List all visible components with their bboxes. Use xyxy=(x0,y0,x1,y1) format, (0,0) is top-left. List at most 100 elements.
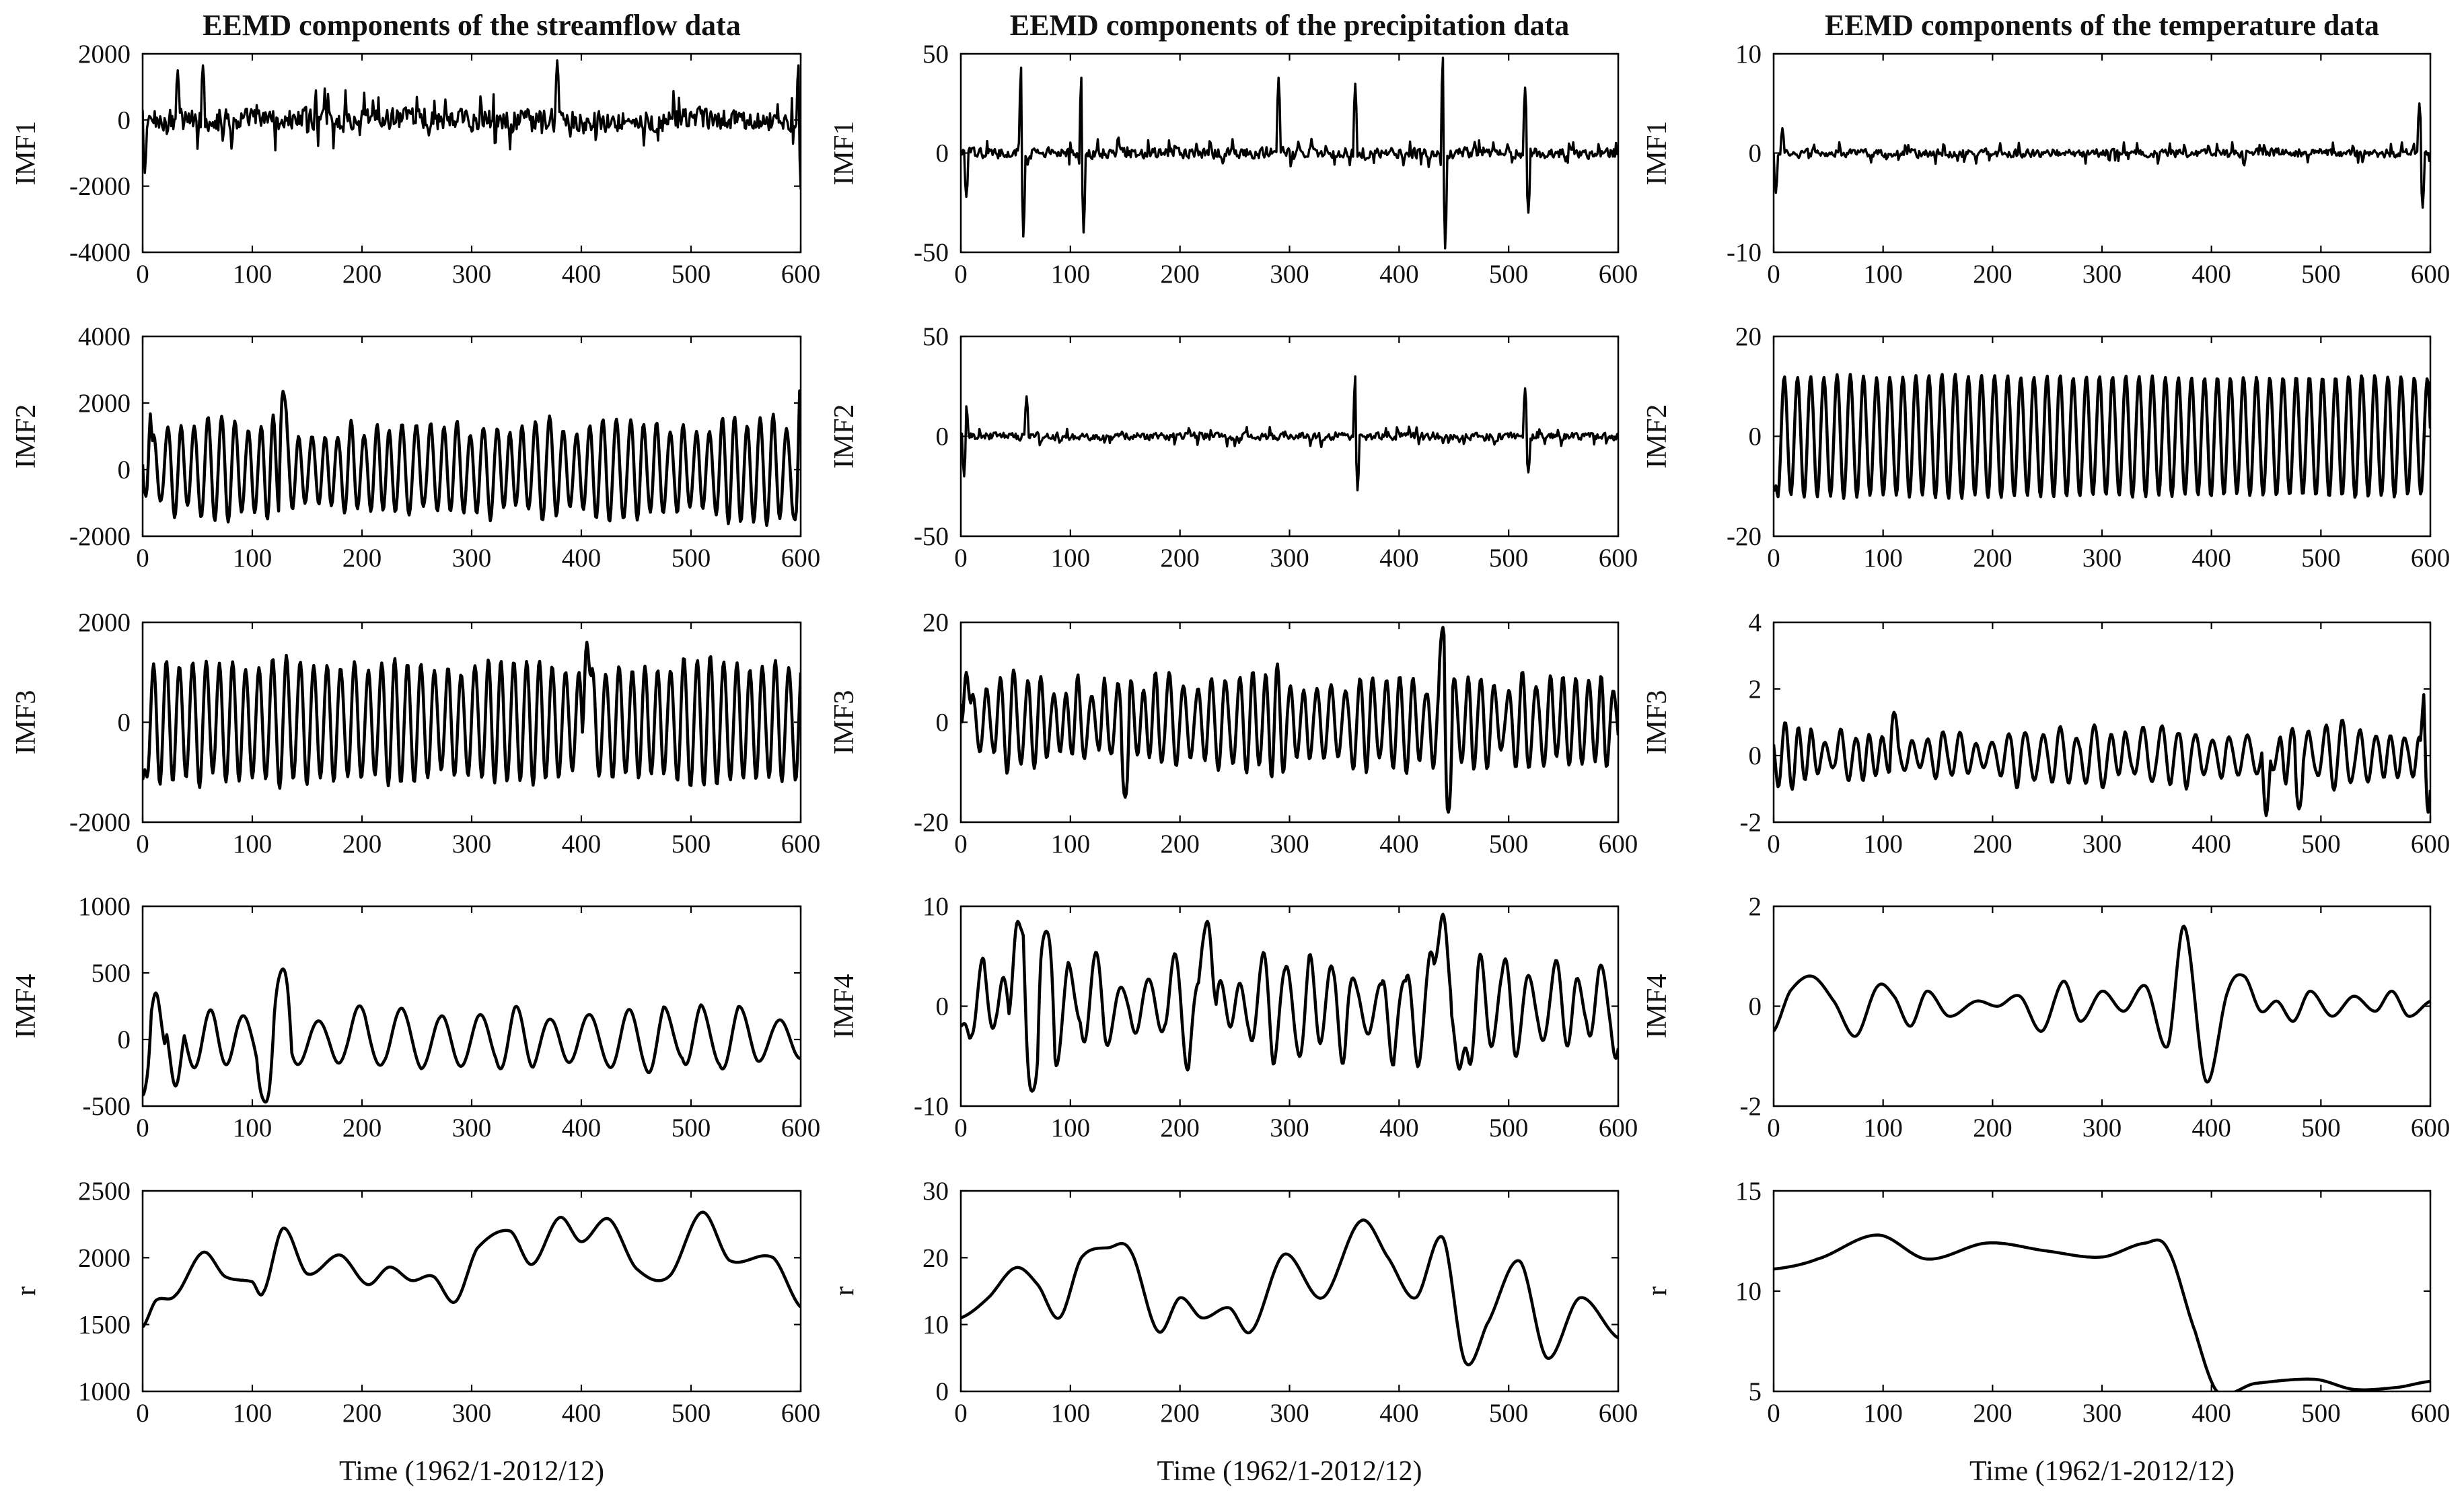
x-tick-label: 200 xyxy=(1160,544,1200,573)
y-tick-label: 50 xyxy=(922,322,949,351)
x-tick-label: 600 xyxy=(781,1114,821,1142)
y-tick-label: 30 xyxy=(922,1177,949,1206)
x-tick-label: 300 xyxy=(1270,544,1309,573)
x-tick-label: 600 xyxy=(781,1399,821,1428)
y-tick-label: 0 xyxy=(118,106,131,135)
y-tick-label: -2 xyxy=(1740,808,1762,837)
x-tick-label: 300 xyxy=(452,544,492,573)
x-tick-label: 100 xyxy=(1863,260,1903,289)
x-tick-label: 0 xyxy=(954,1399,968,1428)
x-tick-label: 0 xyxy=(136,260,149,289)
x-tick-label: 600 xyxy=(781,830,821,859)
series-line xyxy=(1774,924,2430,1084)
y-tick-label: 1000 xyxy=(78,1377,131,1406)
y-tick-label: 2 xyxy=(1749,892,1762,921)
x-tick-label: 200 xyxy=(1973,1114,2013,1142)
y-tick-label: 0 xyxy=(118,455,131,484)
chart-column-2: EEMD components of the precipitation dat… xyxy=(829,9,1638,1487)
x-tick-label: 500 xyxy=(2301,1399,2341,1428)
x-tick-label: 600 xyxy=(1599,830,1638,859)
y-axis-label: IMF2 xyxy=(829,404,860,469)
y-tick-label: 15 xyxy=(1735,1177,1762,1206)
x-tick-label: 300 xyxy=(1270,1114,1309,1142)
column-title: EEMD components of the precipitation dat… xyxy=(1010,9,1570,42)
series-line xyxy=(961,375,1618,492)
x-tick-label: 200 xyxy=(342,1399,382,1428)
y-tick-label: -50 xyxy=(914,522,949,551)
x-tick-label: 100 xyxy=(233,830,273,859)
x-tick-label: 600 xyxy=(2411,1114,2451,1142)
x-tick-label: 600 xyxy=(2411,544,2451,573)
x-tick-label: 500 xyxy=(672,1399,711,1428)
x-tick-label: 400 xyxy=(562,830,602,859)
x-tick-label: 200 xyxy=(1160,1114,1200,1142)
series-line xyxy=(1774,1233,2430,1391)
y-tick-label: 500 xyxy=(92,959,131,988)
y-tick-label: 2000 xyxy=(78,40,131,69)
y-tick-label: -50 xyxy=(914,238,949,267)
y-tick-label: 2 xyxy=(1749,675,1762,704)
y-axis-label: IMF2 xyxy=(11,404,42,469)
y-tick-label: 10 xyxy=(922,892,949,921)
x-tick-label: 300 xyxy=(452,1399,492,1428)
y-tick-label: 10 xyxy=(922,1311,949,1340)
x-tick-label: 100 xyxy=(1863,1399,1903,1428)
series-line xyxy=(961,912,1618,1093)
x-tick-label: 0 xyxy=(136,1114,149,1142)
y-tick-label: 0 xyxy=(1749,139,1762,168)
x-tick-label: 200 xyxy=(1973,1399,2013,1428)
y-tick-label: 0 xyxy=(1749,992,1762,1021)
series-line xyxy=(143,641,801,790)
x-tick-label: 600 xyxy=(781,260,821,289)
x-axis-label: Time (1962/1-2012/12) xyxy=(1157,1456,1422,1487)
series-line xyxy=(961,626,1618,814)
x-tick-label: 400 xyxy=(562,1114,602,1142)
x-tick-label: 100 xyxy=(1051,1399,1091,1428)
series-line xyxy=(143,389,801,527)
x-tick-label: 500 xyxy=(672,544,711,573)
x-tick-label: 200 xyxy=(1973,830,2013,859)
y-axis-label: IMF1 xyxy=(1642,121,1673,186)
x-tick-label: 600 xyxy=(1599,1399,1638,1428)
y-tick-label: 0 xyxy=(118,1025,131,1054)
x-tick-label: 100 xyxy=(233,260,273,289)
y-tick-label: -500 xyxy=(83,1092,131,1121)
x-tick-label: 0 xyxy=(1767,544,1780,573)
x-tick-label: 100 xyxy=(1863,1114,1903,1142)
x-tick-label: 0 xyxy=(136,544,149,573)
x-tick-label: 200 xyxy=(342,260,382,289)
series-line xyxy=(1774,693,2430,817)
x-tick-label: 600 xyxy=(2411,1399,2451,1428)
y-tick-label: 10 xyxy=(1735,1277,1762,1306)
x-tick-label: 400 xyxy=(1379,830,1419,859)
x-tick-label: 100 xyxy=(233,544,273,573)
y-tick-label: 1500 xyxy=(78,1311,131,1340)
x-tick-label: 0 xyxy=(136,830,149,859)
x-tick-label: 100 xyxy=(1863,544,1903,573)
x-tick-label: 0 xyxy=(136,1399,149,1428)
x-tick-label: 600 xyxy=(1599,1114,1638,1142)
x-tick-label: 100 xyxy=(1051,830,1091,859)
y-axis-label: IMF3 xyxy=(829,690,860,755)
x-tick-label: 0 xyxy=(1767,830,1780,859)
y-axis-label: r xyxy=(11,1286,42,1296)
y-tick-label: 2000 xyxy=(78,608,131,637)
y-tick-label: 50 xyxy=(922,40,949,69)
series-line xyxy=(1774,373,2430,500)
x-tick-label: 200 xyxy=(1160,1399,1200,1428)
y-tick-label: -2000 xyxy=(69,522,131,551)
x-tick-label: 300 xyxy=(2082,260,2122,289)
y-tick-label: -10 xyxy=(914,1092,949,1121)
x-tick-label: 0 xyxy=(1767,260,1780,289)
x-tick-label: 400 xyxy=(2191,1399,2231,1428)
y-tick-label: 0 xyxy=(936,992,949,1021)
x-tick-label: 100 xyxy=(1051,1114,1091,1142)
